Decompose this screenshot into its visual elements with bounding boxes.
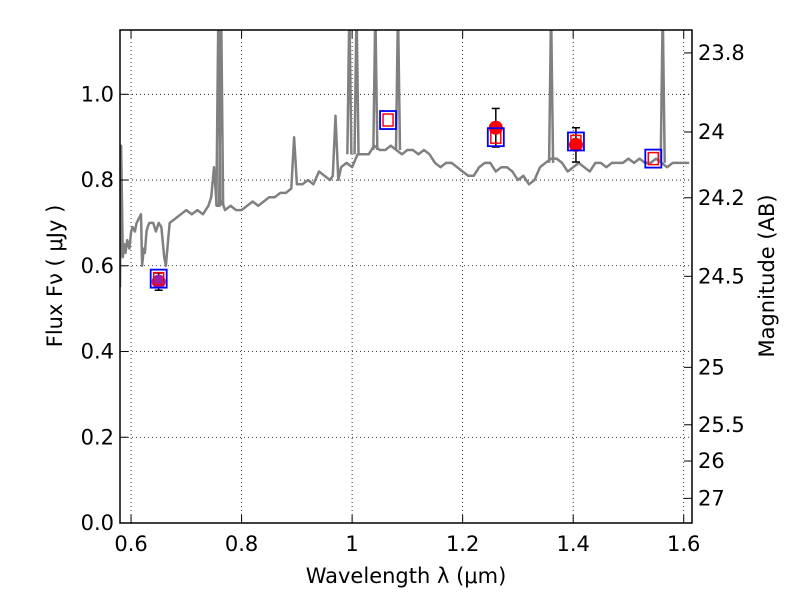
x-tick-label: 1: [345, 532, 358, 556]
y-tick-label: 0.0: [81, 511, 114, 535]
model-photometry-box: [486, 127, 505, 148]
emission-spike: [659, 30, 666, 163]
y2-tick-label: 23.8: [698, 41, 745, 65]
model-photometry-inner-box: [382, 113, 394, 127]
emission-spike: [372, 30, 379, 151]
plot-area: [120, 30, 690, 291]
model-photometry-inner-box: [152, 271, 165, 286]
model-photometry-inner-box: [647, 151, 660, 166]
emission-spike: [394, 30, 402, 151]
model-photometry-box: [149, 268, 168, 289]
model-photometry-inner-box: [490, 130, 502, 144]
photometry-point: [568, 137, 583, 152]
y-tick-label: 0.4: [81, 340, 114, 364]
x-tick-label: 0.8: [225, 532, 258, 556]
y2-tick-label: 24.5: [698, 264, 745, 288]
y2-tick-label: 27: [698, 486, 725, 510]
spectrum-line: [120, 114, 690, 288]
axis-ticks: 0.6 0.8 1 1.2 1.4 1.6 0.0 0.2 0.4 0.6 0.8 1.0 23.8 24…: [81, 30, 745, 556]
y-tick-label: 1.0: [81, 82, 114, 106]
y2-tick-label: 25: [698, 355, 725, 379]
x-axis-label: Wavelength λ (μm): [306, 564, 507, 588]
x-tick-label: 0.6: [114, 532, 147, 556]
y2-axis-label: Magnitude (AB): [755, 194, 779, 357]
model-photometry-box: [644, 148, 663, 169]
x-tick-label: 1.2: [446, 532, 479, 556]
model-photometry-box: [567, 131, 585, 152]
y2-tick-label: 24.2: [698, 186, 745, 210]
y2-tick-label: 24: [698, 120, 725, 144]
y-tick-label: 0.2: [81, 425, 114, 449]
emission-spike: [346, 30, 353, 155]
emission-spike: [217, 30, 225, 206]
y2-tick-label: 25.5: [698, 413, 745, 437]
model-photometry-inner-box: [570, 134, 582, 149]
emission-spike: [353, 30, 360, 155]
x-tick-label: 1.6: [667, 532, 700, 556]
y-axis-label: Flux Fν ( μJy ): [43, 205, 67, 348]
x-tick-label: 1.4: [556, 532, 589, 556]
emission-spike: [547, 30, 555, 163]
model-photometry-box: [379, 110, 397, 130]
y2-tick-label: 26: [698, 449, 725, 473]
grid-lines: [120, 30, 692, 523]
y-tick-label: 0.8: [81, 168, 114, 192]
y-tick-label: 0.6: [81, 254, 114, 278]
